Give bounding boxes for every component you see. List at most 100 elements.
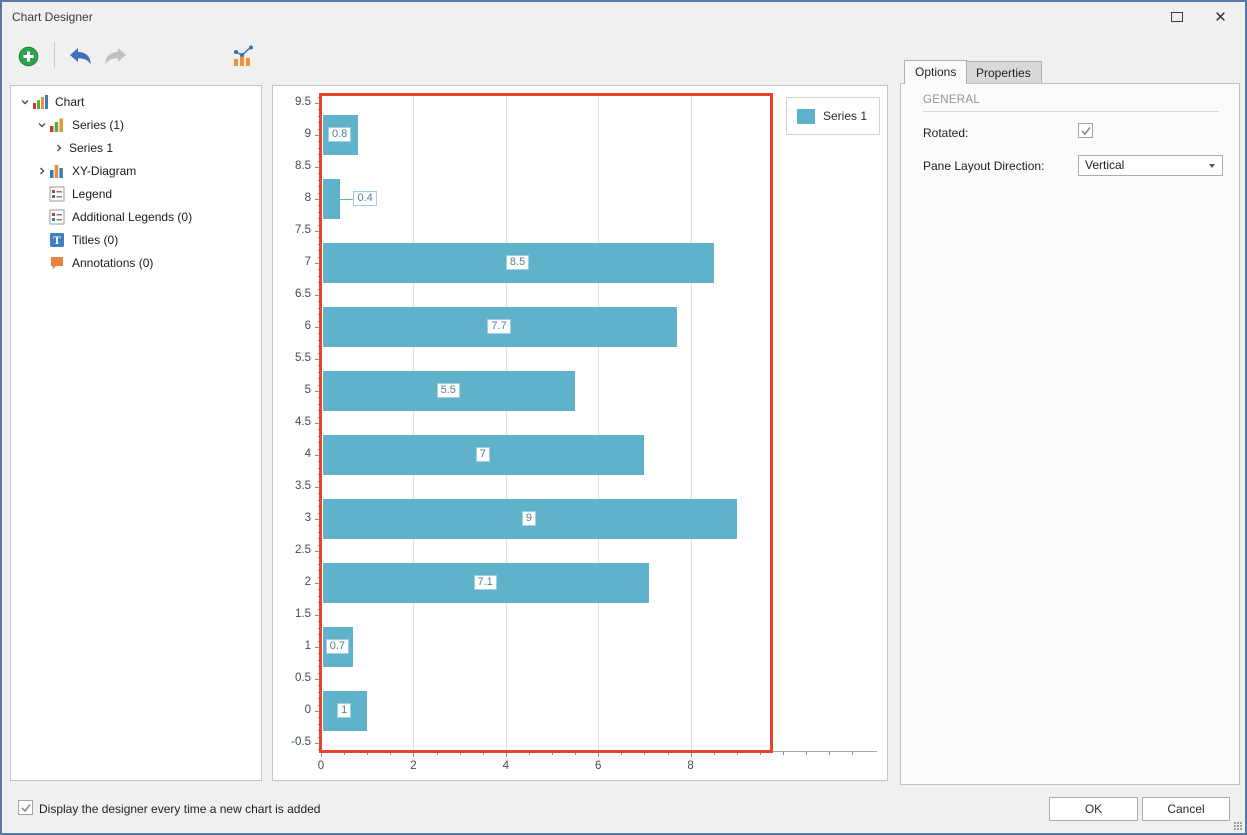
tab-options[interactable]: Options: [904, 60, 968, 84]
tree-item-label: Additional Legends (0): [72, 209, 193, 224]
legend-icon: [49, 209, 69, 225]
argument-axis-label: 6: [304, 320, 311, 332]
display-designer-label: Display the designer every time a new ch…: [39, 802, 321, 816]
series-bar[interactable]: [323, 179, 340, 219]
tree-item-annotations-0[interactable]: Annotations (0): [11, 251, 261, 274]
argument-axis-label: 0.5: [295, 672, 311, 684]
chevron-right-icon[interactable]: [51, 140, 66, 155]
pane-layout-dropdown[interactable]: Vertical: [1078, 155, 1223, 176]
tab-properties[interactable]: Properties: [965, 61, 1042, 84]
point-label-connector: [339, 199, 354, 200]
argument-axis-tick: [315, 551, 321, 552]
argument-axis-tick: [315, 711, 321, 712]
argument-axis-label: 4.5: [295, 416, 311, 428]
chart-legend[interactable]: Series 1: [786, 97, 880, 135]
argument-axis-label: 9.5: [295, 96, 311, 108]
pane-layout-label: Pane Layout Direction:: [923, 159, 1045, 173]
value-axis-tick: [713, 752, 715, 755]
add-element-button[interactable]: [13, 43, 43, 69]
tree-item-legend[interactable]: Legend: [11, 182, 261, 205]
expander-spacer: [34, 209, 49, 224]
expander-spacer: [34, 255, 49, 270]
tree-item-additional-legends-0[interactable]: Additional Legends (0): [11, 205, 261, 228]
point-label: 0.4: [353, 191, 377, 206]
value-axis-label: 8: [687, 760, 694, 772]
gridline: [413, 95, 415, 751]
cancel-button[interactable]: Cancel: [1142, 797, 1230, 821]
value-axis-tick: [783, 752, 784, 755]
display-designer-checkbox[interactable]: [18, 800, 33, 815]
argument-axis-label: 8: [304, 192, 311, 204]
argument-axis-tick: [315, 679, 321, 680]
window-title: Chart Designer: [12, 10, 93, 24]
add-icon: [18, 46, 38, 66]
point-label: 5.5: [436, 383, 460, 398]
legend-icon: [49, 186, 69, 202]
undo-button[interactable]: [66, 43, 96, 69]
value-axis-tick: [690, 752, 692, 757]
tree-item-label: Titles (0): [72, 232, 119, 247]
value-axis-tick: [806, 752, 808, 755]
redo-button[interactable]: [100, 43, 130, 69]
argument-axis-label: 9: [304, 128, 311, 140]
undo-icon: [70, 47, 91, 64]
point-label: 0.7: [325, 639, 349, 654]
value-axis-tick: [852, 752, 854, 755]
argument-axis-tick: [315, 647, 321, 648]
argument-axis-label: 6.5: [295, 288, 311, 300]
chevron-right-icon[interactable]: [34, 163, 49, 178]
argument-axis-tick: [315, 295, 321, 296]
value-axis-tick: [667, 752, 669, 755]
argument-axis-tick: [315, 263, 321, 264]
section-rule: [923, 111, 1219, 112]
tree-item-label: XY-Diagram: [72, 163, 137, 178]
ok-button[interactable]: OK: [1049, 797, 1138, 821]
point-label: 8.5: [505, 255, 530, 270]
value-axis-tick: [759, 752, 761, 755]
tree-item-xy-diagram[interactable]: XY-Diagram: [11, 159, 261, 182]
tree-item-series-1[interactable]: Series 1: [11, 136, 261, 159]
value-axis-tick: [829, 752, 831, 755]
value-axis-tick: [552, 752, 553, 755]
argument-axis-tick: [315, 583, 321, 584]
value-axis-tick: [598, 752, 600, 757]
section-header-general: GENERAL: [923, 94, 981, 106]
legend-swatch: [797, 108, 815, 124]
chart-type-button[interactable]: [228, 43, 258, 69]
chart-icon: [32, 94, 52, 110]
tree-item-series-1[interactable]: Series (1): [11, 113, 261, 136]
title-icon: T: [49, 232, 69, 248]
diagram-icon: [49, 163, 69, 179]
series-icon: [49, 117, 69, 133]
check-icon: [20, 803, 31, 812]
value-axis-tick: [459, 752, 461, 755]
close-button[interactable]: ✕: [1198, 2, 1243, 31]
point-label: 7: [475, 447, 490, 462]
expander-spacer: [34, 232, 49, 247]
argument-axis-tick: [315, 743, 321, 744]
argument-axis-label: 2: [304, 576, 311, 588]
expander-spacer: [34, 186, 49, 201]
chevron-down-icon[interactable]: [17, 94, 32, 109]
rotated-label: Rotated:: [923, 126, 969, 140]
svg-text:T: T: [53, 235, 61, 247]
tree-item-label: Series (1): [72, 117, 125, 132]
rotated-checkbox[interactable]: [1078, 123, 1093, 138]
close-icon: ✕: [1214, 8, 1227, 26]
value-axis-tick: [390, 752, 392, 755]
plot-area-selection-border[interactable]: [319, 93, 773, 753]
chart-preview: 0 2 4 6 8 -0.5 0 0.5 1 1.5 2 2.5 3 3.5 4 4.5 5 5.5 6 6.5 7 7.…: [272, 85, 888, 781]
options-panel: GENERAL Rotated: Pane Layout Direction: …: [900, 83, 1240, 785]
maximize-button[interactable]: [1154, 2, 1199, 31]
tree-item-chart[interactable]: Chart: [11, 90, 261, 113]
tree-item-titles-0[interactable]: T Titles (0): [11, 228, 261, 251]
pane-layout-value: Vertical: [1085, 158, 1125, 172]
argument-axis-label: 3.5: [295, 480, 311, 492]
resize-grip[interactable]: [1234, 822, 1242, 830]
argument-axis-label: 7.5: [295, 224, 311, 236]
tree-item-label: Chart: [55, 94, 85, 109]
argument-axis-tick: [315, 167, 321, 168]
argument-axis-label: 5: [304, 384, 311, 396]
chevron-down-icon[interactable]: [34, 117, 49, 132]
argument-axis-tick: [315, 487, 321, 488]
